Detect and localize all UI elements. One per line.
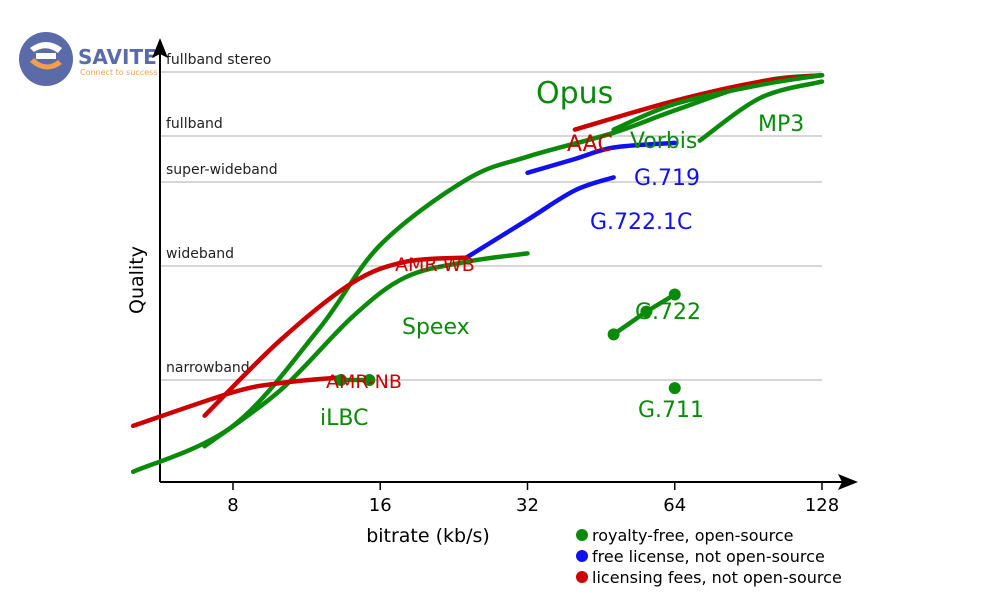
x-tick-label: 64 [663,495,686,516]
legend-marker-blue [576,550,588,562]
series-g-722-point [640,305,653,318]
y-level-label: super-wideband [166,162,278,178]
y-level-label: narrowband [166,360,250,376]
series-g-719-line [525,140,677,176]
series-vorbis-line [611,72,825,132]
series-g-722-1c-line [464,175,616,260]
series-amr-nb-line [130,375,339,429]
y-level-label: fullband stereo [166,52,271,68]
savite-logo: SAVITE Connect to success [19,32,158,86]
x-tick-label: 8 [227,495,238,516]
y-level-label: fullband [166,116,223,132]
gridlines [160,71,822,381]
series-label-mp3: MP3 [758,112,804,137]
series-opus-line [130,72,825,475]
savite-logo-mark-icon [19,32,73,86]
legend-entry-red: licensing fees, not open-source [592,568,842,587]
y-axis-label: Quality [126,246,148,314]
y-level-labels: narrowband wideband super-wideband fullband… [166,52,278,376]
series-label-vorbis: Vorbis [630,129,697,154]
series-amr-wb-line [202,255,469,418]
series-ilbc-point [334,374,347,386]
x-axis-label: bitrate (kb/s) [366,525,490,547]
series-label-amr-nb: AMR-NB [326,371,402,393]
legend-entry-blue: free license, not open-source [592,547,825,566]
series-layer [130,72,825,475]
y-level-label: wideband [166,246,234,262]
axes [152,38,858,490]
y-axis-arrow-icon [152,38,168,58]
series-labels: Opus AAC Vorbis MP3 G.719 G.722.1C AMR-WB Speex… [320,76,804,431]
series-label-amr-wb: AMR-WB [395,254,475,276]
legend-entry-green: royalty-free, open-source [592,526,794,545]
series-g-722-point [668,288,681,301]
series-label-ilbc: iLBC [320,406,368,431]
series-label-opus: Opus [536,76,613,111]
x-tick-label: 16 [369,495,392,516]
legend-marker-green [576,529,588,541]
logo-name: SAVITE [78,45,157,69]
series-label-g-719: G.719 [634,166,700,191]
legend-marker-red [576,571,588,583]
series-label-speex: Speex [402,315,470,340]
series-label-g-722: G.722 [635,300,701,325]
x-axis-arrow-icon [838,474,858,490]
x-tick-label: 128 [805,495,839,516]
series-label-g-722-1c: G.722.1C [590,210,692,235]
series-label-aac: AAC [567,132,613,157]
series-g-711-point [668,382,681,395]
series-ilbc-point [363,374,376,386]
series-g-722-point [607,328,620,341]
x-ticks: 8 16 32 64 128 [227,482,839,516]
series-speex-line [202,251,530,449]
legend: royalty-free, open-source free license, n… [576,526,842,587]
x-tick-label: 32 [516,495,539,516]
logo-tagline: Connect to success [80,68,158,77]
series-label-g-711: G.711 [638,398,704,423]
series-mp3-line [697,79,825,143]
